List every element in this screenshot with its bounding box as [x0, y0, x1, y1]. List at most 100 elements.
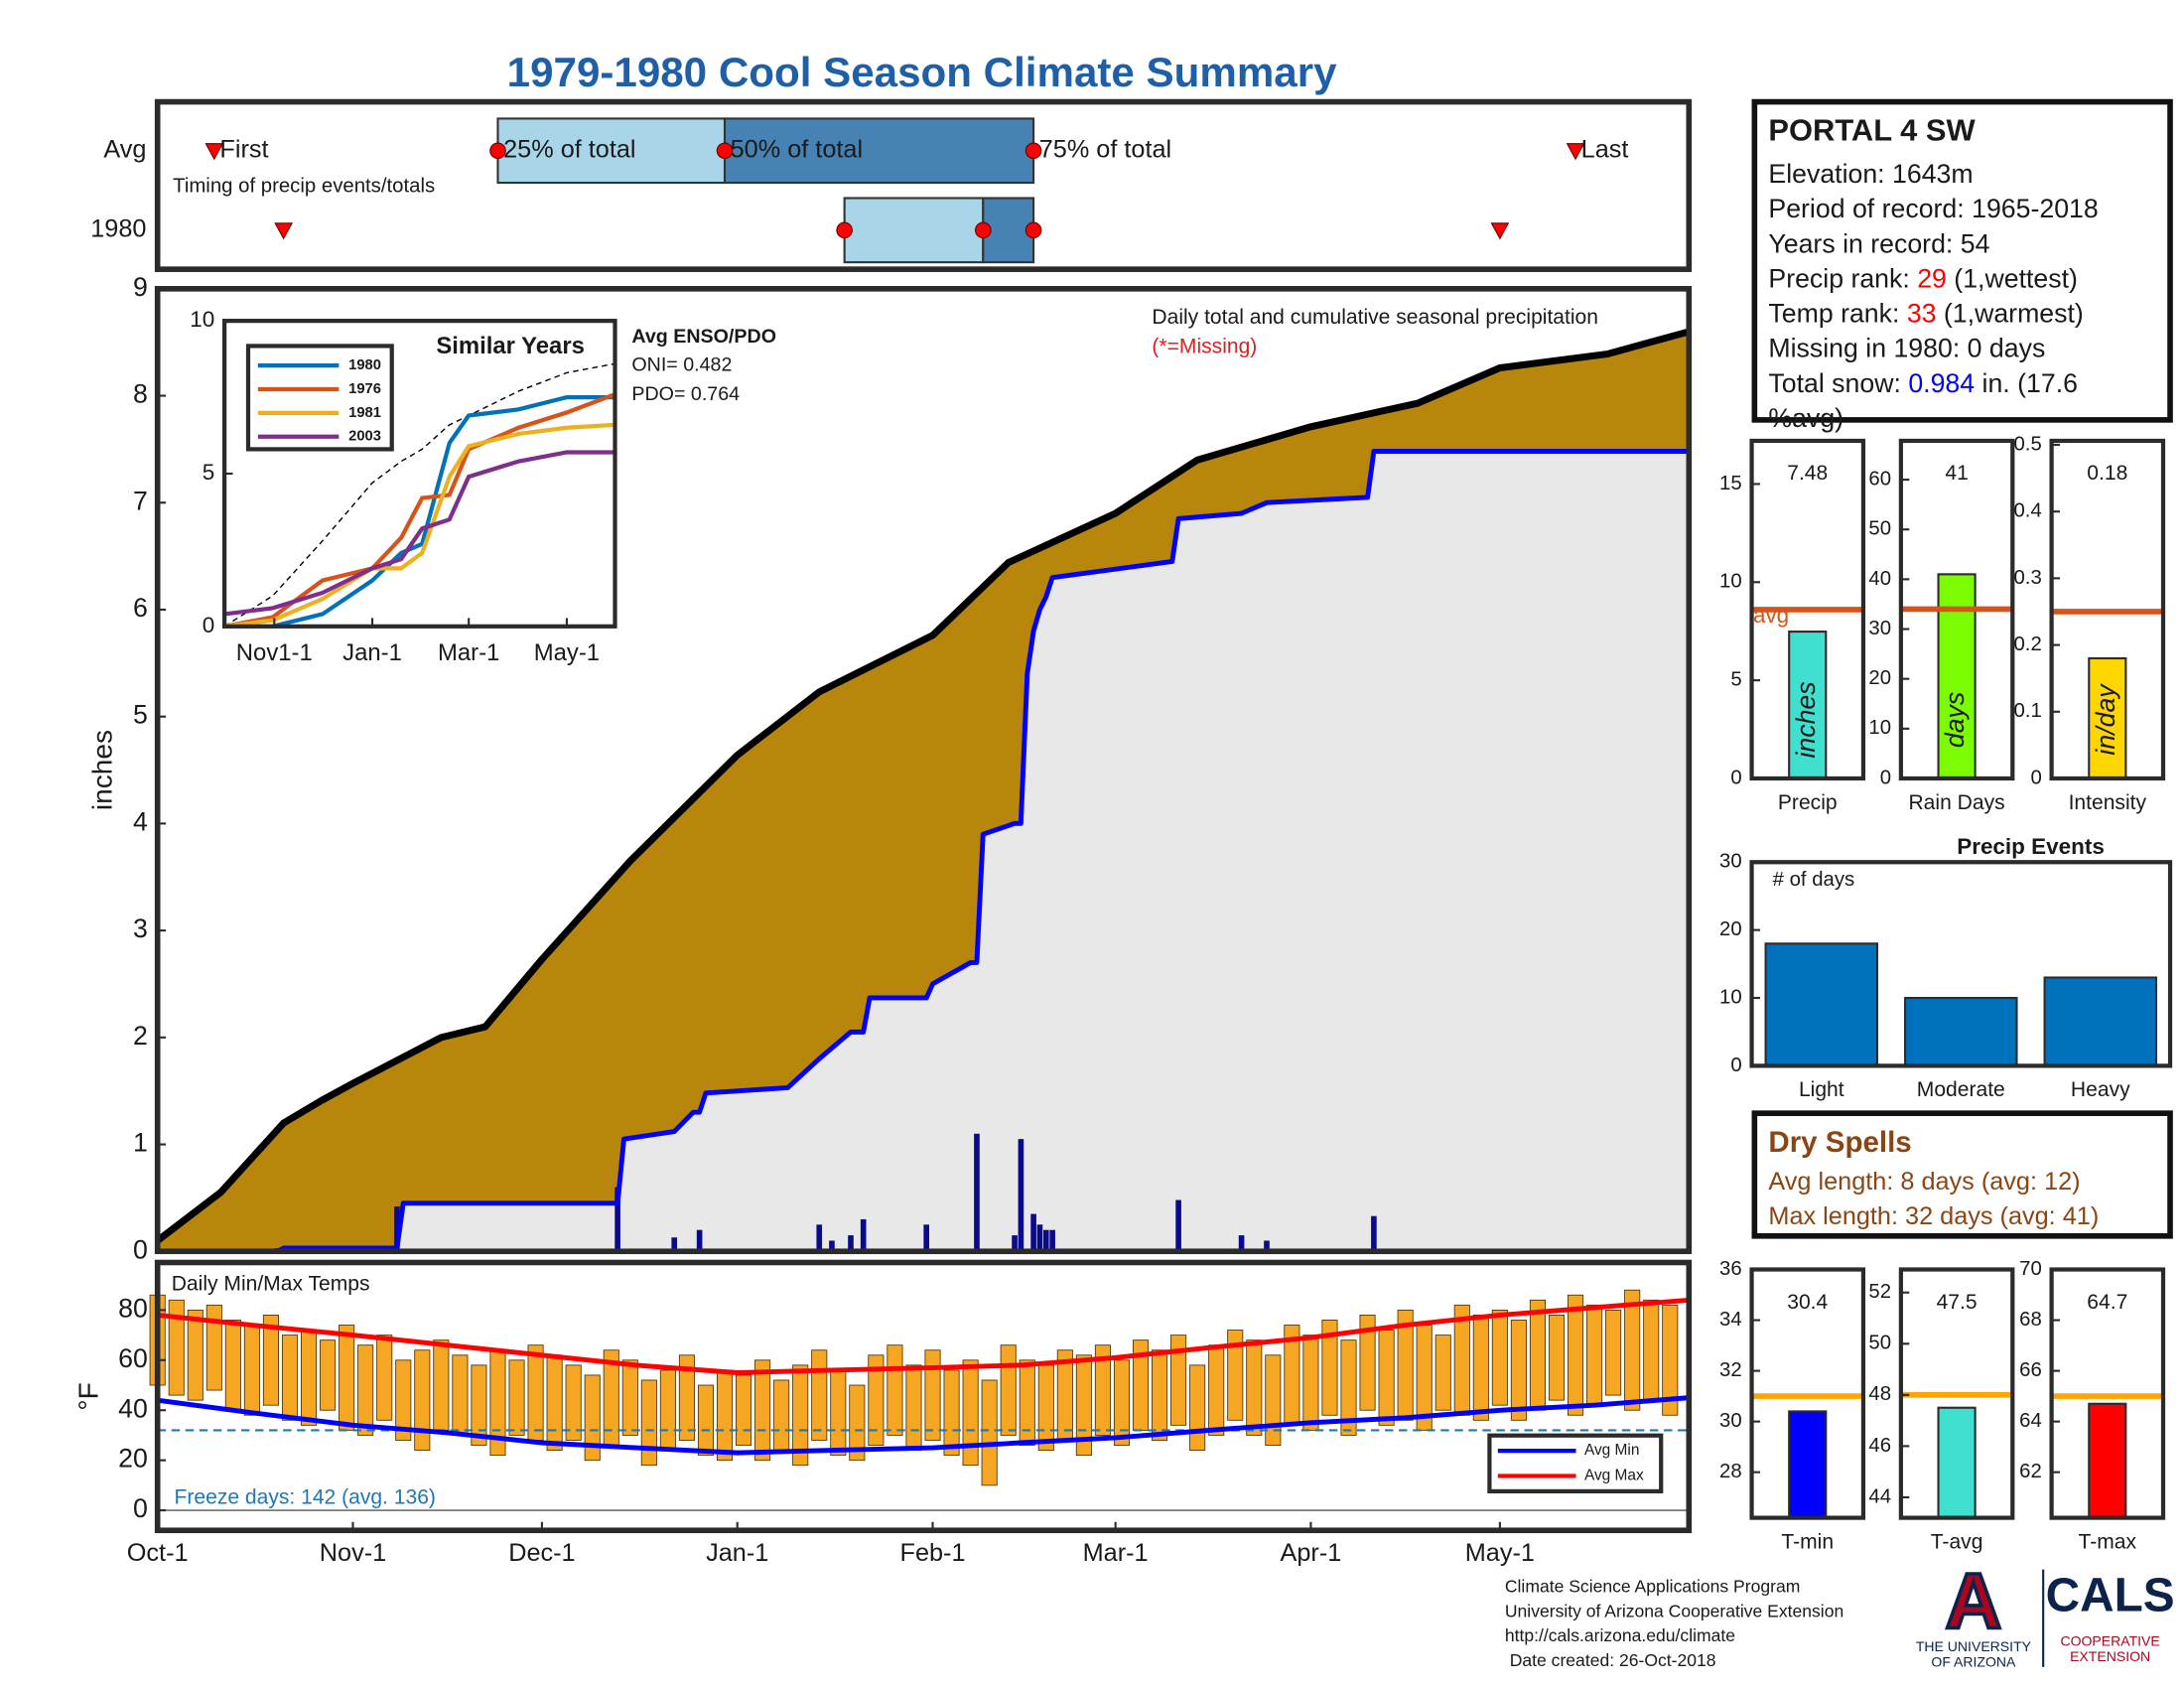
- avg-label: avg: [1753, 603, 1789, 628]
- temp-range-bar: [678, 1354, 695, 1441]
- average-cumulative-line: [155, 328, 1691, 1244]
- dry-spells-line: Avg length: 8 days (avg: 12): [1768, 1168, 2080, 1196]
- annotation: # of days: [1773, 869, 1855, 891]
- unit-label: inches: [1791, 681, 1821, 758]
- x-tick-label: Oct-1: [127, 1539, 189, 1567]
- temp-range-bar: [868, 1354, 885, 1446]
- y-tick-label: 10: [1719, 986, 1742, 1008]
- y-tick-label: 4: [133, 806, 148, 836]
- unit-label: days: [1940, 692, 1970, 748]
- y-tick-label: 0: [1730, 767, 1741, 788]
- station-text: Elevation: 1643m: [1768, 159, 1973, 189]
- temp-range-bar: [508, 1359, 525, 1436]
- logo-university: THE UNIVERSITY: [1916, 1638, 2032, 1654]
- daily-bar: [696, 1229, 703, 1252]
- temp-range-bar: [565, 1364, 582, 1441]
- x-tick-label: Nov-1: [320, 1539, 386, 1567]
- temp-range-bar: [527, 1344, 544, 1441]
- y-tick-label: 60: [118, 1343, 148, 1373]
- y-tick-label: 48: [1868, 1383, 1891, 1405]
- row-label: 1980: [90, 214, 146, 242]
- temp-range-bar: [584, 1374, 601, 1462]
- y-tick-label: 2: [133, 1021, 148, 1051]
- station-box: [1751, 98, 2173, 423]
- temp-range-bar: [1643, 1299, 1660, 1401]
- row-label: Avg: [103, 135, 146, 163]
- y-tick-label: 80: [118, 1293, 148, 1323]
- series-line: [223, 422, 615, 629]
- footer-line: Date created: 26-Oct-2018: [1505, 1650, 1716, 1670]
- event-marker: [1490, 222, 1510, 240]
- marker-label: 25% of total: [503, 135, 635, 163]
- temp-range-bar: [697, 1384, 715, 1457]
- temp-range-bar: [621, 1359, 638, 1436]
- panel-title: Precip Events: [1957, 834, 2105, 859]
- temp-range-bar: [546, 1354, 563, 1451]
- temp-range-bar: [849, 1384, 866, 1462]
- temp-range-bar: [224, 1320, 241, 1411]
- station-text: Temp rank:: [1768, 299, 1906, 329]
- bar: [1937, 1406, 1977, 1519]
- x-tick-label: Heavy: [2071, 1078, 2130, 1101]
- temp-range-bar: [792, 1364, 809, 1467]
- data-label: 47.5: [1937, 1291, 1978, 1314]
- y-tick-label: 10: [1868, 717, 1891, 739]
- inset-title: Similar Years: [436, 333, 585, 359]
- temp-range-bar: [1662, 1304, 1679, 1416]
- temp-range-bar: [1491, 1309, 1508, 1406]
- x-tick-label: Jan-1: [342, 639, 402, 666]
- temp-range-bar: [1037, 1364, 1054, 1451]
- y-tick-label: 34: [1719, 1309, 1742, 1331]
- temp-range-bar: [414, 1349, 431, 1451]
- daily-bar: [816, 1224, 823, 1252]
- station-text: (1,warmest): [1937, 299, 2084, 329]
- series-line: [223, 450, 615, 617]
- y-tick-label: 32: [1719, 1359, 1742, 1381]
- station-line: Period of record: 1965-2018: [1768, 194, 2098, 223]
- season-area: [157, 451, 1690, 1252]
- series-line: [224, 395, 615, 629]
- x-tick-label: T-avg: [1931, 1530, 1983, 1553]
- station-text: Precip rank:: [1768, 263, 1917, 293]
- daily-bar: [848, 1235, 854, 1252]
- bar: [2088, 656, 2127, 780]
- bar: [2088, 1402, 2127, 1519]
- temp-range-bar: [357, 1344, 374, 1436]
- x-tick-label: Light: [1799, 1078, 1844, 1101]
- y-tick-label: 66: [2019, 1359, 2042, 1381]
- y-tick-label: 0: [133, 1493, 148, 1523]
- data-label: 64.7: [2087, 1291, 2127, 1314]
- series-line: [223, 392, 616, 629]
- temp-range-bar: [943, 1369, 960, 1457]
- avg-temp-line: [157, 1297, 1690, 1375]
- daily-bar: [923, 1224, 929, 1252]
- temp-range-bar: [1605, 1309, 1622, 1396]
- station-line: Temp rank: 33 (1,warmest): [1768, 299, 2083, 329]
- y-tick-label: 0.4: [2013, 500, 2041, 522]
- temp-range-bar: [1434, 1335, 1451, 1411]
- x-tick-label: Feb-1: [900, 1539, 966, 1567]
- legend-label: 2003: [348, 429, 381, 445]
- y-tick-label: 30: [1719, 851, 1742, 873]
- data-label: 7.48: [1787, 462, 1828, 485]
- marker-label: 50% of total: [731, 135, 863, 163]
- plot-frame: [1749, 860, 2173, 1068]
- legend-label: Avg Min: [1584, 1442, 1640, 1459]
- quartile-box: [496, 117, 727, 185]
- temp-range-bar: [905, 1364, 922, 1451]
- y-tick-label: 5: [133, 700, 148, 730]
- station-text: 0.984: [1908, 368, 1975, 398]
- temp-range-bar: [1472, 1315, 1489, 1421]
- data-label: 0.18: [2087, 462, 2127, 485]
- daily-bar: [1036, 1224, 1043, 1252]
- daily-bar: [1042, 1229, 1049, 1252]
- station-line: Missing in 1980: 0 days: [1768, 334, 2045, 363]
- logo-letter: A: [1946, 1557, 2002, 1644]
- temp-range-bar: [205, 1304, 222, 1391]
- temp-range-bar: [1170, 1335, 1187, 1426]
- footer-line: Climate Science Applications Program: [1505, 1576, 1800, 1596]
- plot-frame: [1898, 1267, 2015, 1520]
- panel-title: Daily Min/Max Temps: [172, 1273, 370, 1296]
